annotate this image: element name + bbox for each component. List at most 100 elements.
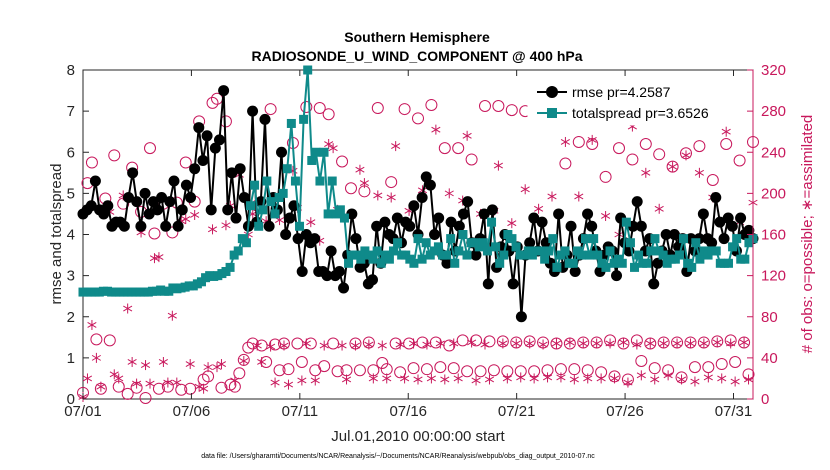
totalspread-point — [601, 262, 611, 272]
assimilated-obs-point — [190, 209, 200, 220]
assimilated-obs-point — [91, 352, 101, 363]
assimilated-obs-point — [654, 203, 664, 214]
totalspread-point — [307, 155, 317, 165]
assimilated-obs-point — [565, 337, 575, 348]
assimilated-obs-point — [145, 378, 155, 389]
assimilated-obs-point — [163, 377, 173, 388]
rmse-point — [259, 113, 271, 125]
totalspread-point — [290, 176, 300, 186]
totalspread-point — [262, 176, 272, 186]
rmse-point — [536, 216, 548, 228]
rmse-point — [321, 270, 333, 282]
assimilated-obs-point — [520, 184, 530, 195]
assimilated-obs-point — [373, 190, 383, 201]
y2-tick-label: 120 — [761, 268, 786, 285]
assimilated-obs-point — [587, 134, 597, 145]
assimilated-obs-point — [618, 337, 629, 348]
assimilated-obs-point — [207, 224, 218, 235]
rmse-point — [164, 196, 176, 208]
assimilated-obs-point — [569, 374, 579, 385]
rmse-point — [457, 208, 469, 220]
y2-tick-label: 80 — [761, 309, 778, 326]
possible-obs-point — [152, 382, 165, 395]
rmse-point — [635, 220, 647, 232]
possible-obs-point — [300, 101, 313, 114]
rmse-point — [280, 229, 292, 240]
assimilated-obs-point — [551, 338, 562, 349]
assimilated-obs-point — [283, 379, 294, 390]
possible-obs-point — [715, 358, 728, 371]
totalspread-point — [495, 258, 505, 268]
rmse-point — [118, 220, 130, 232]
rmse-point — [131, 196, 143, 208]
assimilated-obs-point — [435, 338, 445, 349]
legend-totalspread-marker — [547, 108, 557, 118]
assimilated-obs-point — [516, 372, 526, 383]
assimilated-obs-point — [743, 374, 754, 385]
possible-obs-point — [505, 104, 518, 117]
possible-obs-point — [407, 362, 420, 375]
assimilated-obs-point — [672, 338, 682, 349]
assimilated-obs-point — [391, 141, 401, 152]
y2-tick-label: 200 — [761, 185, 786, 202]
assimilated-obs-point — [542, 372, 553, 383]
totalspread-point — [711, 246, 721, 256]
y2-tick-label: 320 — [761, 62, 786, 79]
assimilated-obs-point — [601, 210, 611, 221]
assimilated-obs-point — [87, 319, 97, 330]
assimilated-obs-point — [726, 338, 736, 349]
possible-obs-point — [729, 355, 742, 368]
possible-obs-point — [291, 337, 304, 350]
possible-obs-point — [403, 337, 416, 350]
totalspread-point — [278, 188, 288, 198]
possible-obs-point — [483, 335, 496, 348]
totalspread-point — [630, 262, 640, 272]
possible-obs-point — [318, 360, 331, 373]
totalspread-point — [311, 147, 321, 157]
totalspread-point — [691, 238, 701, 248]
totalspread-point — [679, 234, 689, 244]
rmse-point — [433, 212, 445, 224]
rmse-point — [652, 257, 664, 269]
rmse-point — [238, 191, 250, 203]
assimilated-obs-point — [408, 338, 419, 349]
assimilated-obs-point — [377, 340, 387, 351]
totalspread-point — [491, 242, 501, 252]
rmse-point — [462, 196, 474, 208]
rmse-point — [151, 204, 163, 216]
possible-obs-point — [215, 381, 228, 394]
assimilated-obs-point — [449, 338, 459, 349]
rmse-point — [565, 220, 577, 232]
rmse-point — [230, 212, 242, 224]
rmse-point — [710, 191, 722, 203]
possible-obs-point — [599, 170, 612, 183]
rmse-point — [185, 191, 197, 203]
possible-obs-point — [179, 156, 192, 169]
assimilated-obs-point — [158, 356, 168, 367]
possible-obs-point — [175, 383, 188, 396]
totalspread-point — [642, 258, 652, 268]
rmse-point — [371, 220, 383, 232]
rmse-point — [89, 175, 101, 187]
rmse-point — [416, 191, 428, 203]
assimilated-obs-point — [199, 383, 209, 394]
rmse-point — [453, 220, 465, 232]
y2-tick-label: 280 — [761, 103, 786, 120]
rmse-point — [668, 229, 680, 240]
totalspread-point — [421, 238, 431, 248]
totalspread-point — [560, 246, 570, 256]
totalspread-point — [388, 246, 398, 256]
x-axis-label: Jul.01,2010 00:00:00 start — [331, 428, 505, 445]
totalspread-point — [511, 242, 521, 252]
totalspread-point — [536, 246, 546, 256]
totalspread-point — [433, 242, 443, 252]
possible-obs-point — [371, 102, 384, 115]
totalspread-point — [482, 246, 492, 256]
possible-obs-point — [644, 337, 657, 350]
rmse-point — [631, 196, 643, 208]
rmse-point — [234, 163, 246, 175]
possible-obs-point — [465, 153, 478, 166]
totalspread-point — [723, 258, 733, 268]
possible-obs-point — [166, 226, 179, 239]
rmse-point — [193, 122, 205, 134]
